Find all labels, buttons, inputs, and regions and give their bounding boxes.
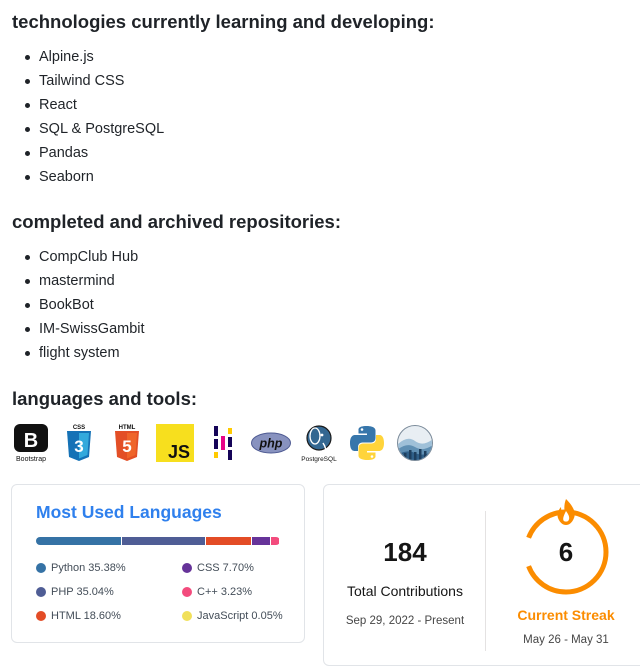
language-bar-segment [252, 537, 270, 545]
svg-text:HTML: HTML [119, 425, 136, 431]
list-item: CompClub Hub [0, 245, 145, 269]
svg-text:Bootstrap: Bootstrap [16, 456, 46, 463]
language-legend-label: CSS 7.70% [197, 562, 254, 574]
current-streak-value: 6 [486, 537, 640, 568]
list-item: mastermind [0, 269, 145, 293]
language-legend-item: JavaScript 0.05% [182, 609, 283, 623]
archived-list: CompClub Hub mastermind BookBot IM-Swiss… [0, 245, 145, 365]
css3-icon[interactable]: CSS 3 [59, 423, 99, 463]
language-color-dot [36, 563, 46, 573]
language-color-dot [182, 587, 192, 597]
svg-text:php: php [259, 437, 283, 451]
language-color-dot [182, 611, 192, 621]
language-legend-label: C++ 3.23% [197, 586, 252, 598]
language-color-dot [36, 587, 46, 597]
language-color-dot [182, 563, 192, 573]
learning-heading: technologies currently learning and deve… [12, 11, 434, 33]
postgresql-icon[interactable]: PostgreSQL [299, 423, 339, 463]
language-legend-item: Python 35.38% [36, 561, 126, 575]
list-item: React [0, 93, 164, 117]
language-legend-label: HTML 18.60% [51, 610, 121, 622]
list-item: Tailwind CSS [0, 69, 164, 93]
languages-progress-bar [36, 537, 280, 545]
language-color-dot [36, 611, 46, 621]
github-streak-card: 184 Total Contributions Sep 29, 2022 - P… [323, 484, 640, 666]
total-contributions-value: 184 [324, 537, 486, 568]
most-used-languages-card: Most Used Languages Python 35.38% PHP 35.… [11, 484, 305, 643]
javascript-icon[interactable]: JS [155, 423, 195, 463]
languages-card-title: Most Used Languages [36, 502, 222, 523]
svg-text:B: B [24, 430, 38, 452]
svg-text:3: 3 [74, 437, 83, 456]
current-streak-range: May 26 - May 31 [486, 634, 640, 646]
list-item: BookBot [0, 293, 145, 317]
python-icon[interactable] [347, 423, 387, 463]
language-legend-item: PHP 35.04% [36, 585, 114, 599]
language-legend-item: C++ 3.23% [182, 585, 252, 599]
list-item: Pandas [0, 141, 164, 165]
language-legend-label: Python 35.38% [51, 562, 126, 574]
svg-text:CSS: CSS [73, 425, 85, 431]
language-bar-segment [36, 537, 121, 545]
svg-text:5: 5 [122, 437, 131, 456]
fire-icon [558, 499, 575, 525]
svg-text:PostgreSQL: PostgreSQL [301, 456, 337, 463]
language-legend-label: PHP 35.04% [51, 586, 114, 598]
total-contributions-label: Total Contributions [324, 583, 486, 599]
pandas-icon[interactable] [203, 423, 243, 463]
learning-list: Alpine.js Tailwind CSS React SQL & Postg… [0, 45, 164, 189]
list-item: Seaborn [0, 165, 164, 189]
list-item: SQL & PostgreSQL [0, 117, 164, 141]
language-bar-segment [206, 537, 250, 545]
stats-divider [485, 511, 486, 651]
language-legend-item: HTML 18.60% [36, 609, 121, 623]
language-legend-label: JavaScript 0.05% [197, 610, 283, 622]
language-bar-segment [271, 537, 279, 545]
bootstrap-icon[interactable]: B Bootstrap [11, 423, 51, 463]
tools-heading: languages and tools: [12, 388, 197, 410]
html5-icon[interactable]: HTML 5 [107, 423, 147, 463]
list-item: IM-SwissGambit [0, 317, 145, 341]
archived-heading: completed and archived repositories: [12, 211, 341, 233]
seaborn-icon[interactable] [395, 423, 435, 463]
list-item: flight system [0, 341, 145, 365]
svg-text:JS: JS [168, 442, 190, 462]
current-streak-label: Current Streak [486, 607, 640, 623]
list-item: Alpine.js [0, 45, 164, 69]
tools-logo-row: B Bootstrap CSS 3 HTML 5 JS [11, 423, 435, 463]
language-legend-item: CSS 7.70% [182, 561, 254, 575]
language-bar-segment [122, 537, 206, 545]
total-contributions-range: Sep 29, 2022 - Present [324, 615, 486, 627]
php-icon[interactable]: php [251, 423, 291, 463]
